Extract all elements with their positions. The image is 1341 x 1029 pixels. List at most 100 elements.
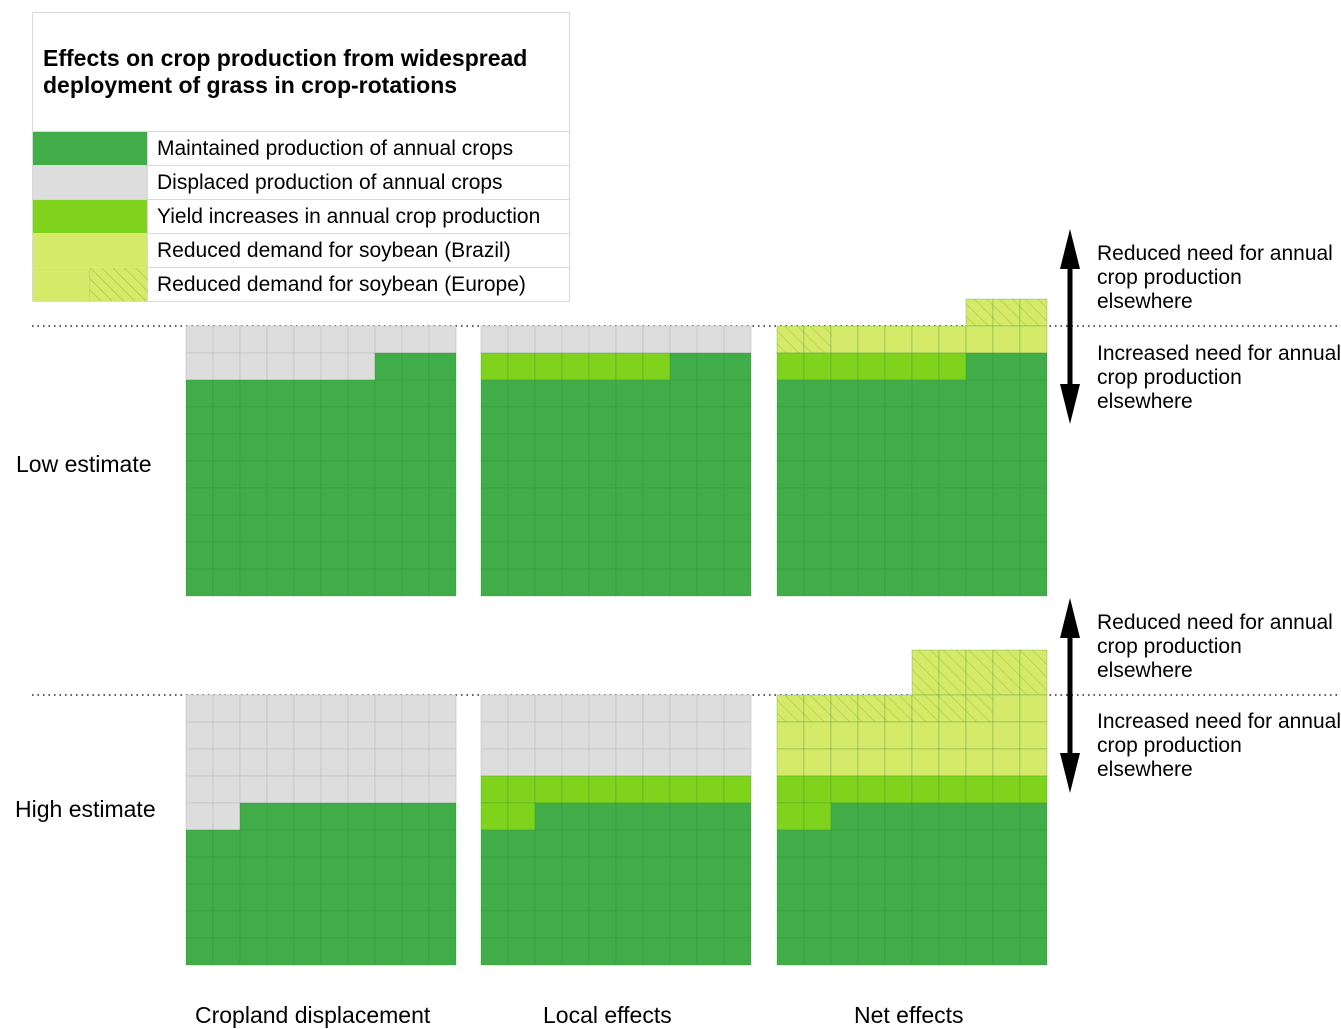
cell-maintained <box>830 829 859 858</box>
cell-maintained <box>266 937 295 966</box>
cell-maintained <box>938 514 967 543</box>
cell-soy-brazil <box>1019 325 1048 354</box>
cell-maintained <box>803 487 832 516</box>
cell-displaced <box>507 325 536 354</box>
cell-maintained <box>534 856 563 885</box>
cell-maintained <box>401 487 430 516</box>
cell-maintained <box>561 937 590 966</box>
cell-maintained <box>293 910 322 939</box>
legend-item-soy-europe: Reduced demand for soybean (Europe) <box>33 267 569 301</box>
cell-displaced <box>507 748 536 777</box>
cell-maintained <box>696 460 725 489</box>
cell-yield <box>480 352 509 381</box>
cell-maintained <box>642 937 671 966</box>
cell-maintained <box>911 910 940 939</box>
cell-maintained <box>239 514 268 543</box>
cell-maintained <box>185 541 214 570</box>
cell-soy-europe <box>1019 649 1048 696</box>
cell-maintained <box>938 460 967 489</box>
cell-soy-brazil <box>803 721 832 750</box>
cell-maintained <box>857 487 886 516</box>
cell-maintained <box>374 433 403 462</box>
cell-displaced <box>347 721 376 750</box>
cell-displaced <box>320 775 349 804</box>
cell-soy-europe <box>776 325 805 354</box>
cell-displaced <box>293 721 322 750</box>
cell-displaced <box>561 721 590 750</box>
cell-maintained <box>669 514 698 543</box>
legend-item-maintained: Maintained production of annual crops <box>33 131 569 165</box>
cell-soy-europe <box>911 649 940 696</box>
cell-maintained <box>374 910 403 939</box>
cell-maintained <box>401 406 430 435</box>
cell-displaced <box>374 325 403 354</box>
cell-maintained <box>642 910 671 939</box>
cell-maintained <box>507 568 536 597</box>
cell-maintained <box>669 802 698 831</box>
cell-displaced <box>642 325 671 354</box>
cell-yield <box>588 775 617 804</box>
cell-maintained <box>185 460 214 489</box>
cell-maintained <box>857 856 886 885</box>
legend-label: Displaced production of annual crops <box>157 171 503 194</box>
cell-displaced <box>696 694 725 723</box>
cell-maintained <box>938 406 967 435</box>
cell-displaced <box>266 775 295 804</box>
cell-maintained <box>293 379 322 408</box>
cell-maintained <box>428 352 457 381</box>
cell-maintained <box>401 883 430 912</box>
cell-displaced <box>185 775 214 804</box>
cell-displaced <box>266 721 295 750</box>
cell-maintained <box>992 541 1021 570</box>
cell-displaced <box>374 694 403 723</box>
annotation-increased-low: Increased need for annual crop productio… <box>1097 342 1341 413</box>
cell-displaced <box>347 694 376 723</box>
legend-swatch-soy-europe <box>33 268 148 301</box>
cell-displaced <box>696 325 725 354</box>
cell-maintained <box>992 487 1021 516</box>
cell-maintained <box>1019 460 1048 489</box>
cell-displaced <box>669 748 698 777</box>
cell-maintained <box>696 352 725 381</box>
cell-yield <box>830 352 859 381</box>
cell-maintained <box>347 379 376 408</box>
cell-displaced <box>696 748 725 777</box>
column-label-displacement: Cropland displacement <box>195 1002 431 1028</box>
cell-maintained <box>1019 514 1048 543</box>
cell-maintained <box>911 541 940 570</box>
cell-displaced <box>212 325 241 354</box>
cell-maintained <box>830 379 859 408</box>
cell-soy-brazil <box>992 325 1021 354</box>
cell-maintained <box>1019 487 1048 516</box>
cell-maintained <box>857 802 886 831</box>
cell-maintained <box>669 379 698 408</box>
cell-displaced <box>320 721 349 750</box>
cell-maintained <box>857 433 886 462</box>
cell-maintained <box>212 460 241 489</box>
cell-maintained <box>642 802 671 831</box>
cell-maintained <box>401 910 430 939</box>
cell-maintained <box>185 937 214 966</box>
cell-maintained <box>401 856 430 885</box>
cell-maintained <box>1019 379 1048 408</box>
cell-maintained <box>534 910 563 939</box>
cell-maintained <box>884 433 913 462</box>
cell-maintained <box>642 379 671 408</box>
cell-displaced <box>401 325 430 354</box>
cell-maintained <box>696 883 725 912</box>
cell-maintained <box>1019 802 1048 831</box>
cell-maintained <box>669 433 698 462</box>
cell-maintained <box>428 379 457 408</box>
cell-maintained <box>212 829 241 858</box>
cell-maintained <box>347 514 376 543</box>
cell-maintained <box>830 514 859 543</box>
cell-maintained <box>428 460 457 489</box>
cell-yield <box>911 352 940 381</box>
cell-maintained <box>669 856 698 885</box>
cell-maintained <box>374 883 403 912</box>
cell-displaced <box>293 325 322 354</box>
cell-maintained <box>911 829 940 858</box>
cell-maintained <box>992 856 1021 885</box>
cell-maintained <box>965 460 994 489</box>
cell-displaced <box>293 694 322 723</box>
